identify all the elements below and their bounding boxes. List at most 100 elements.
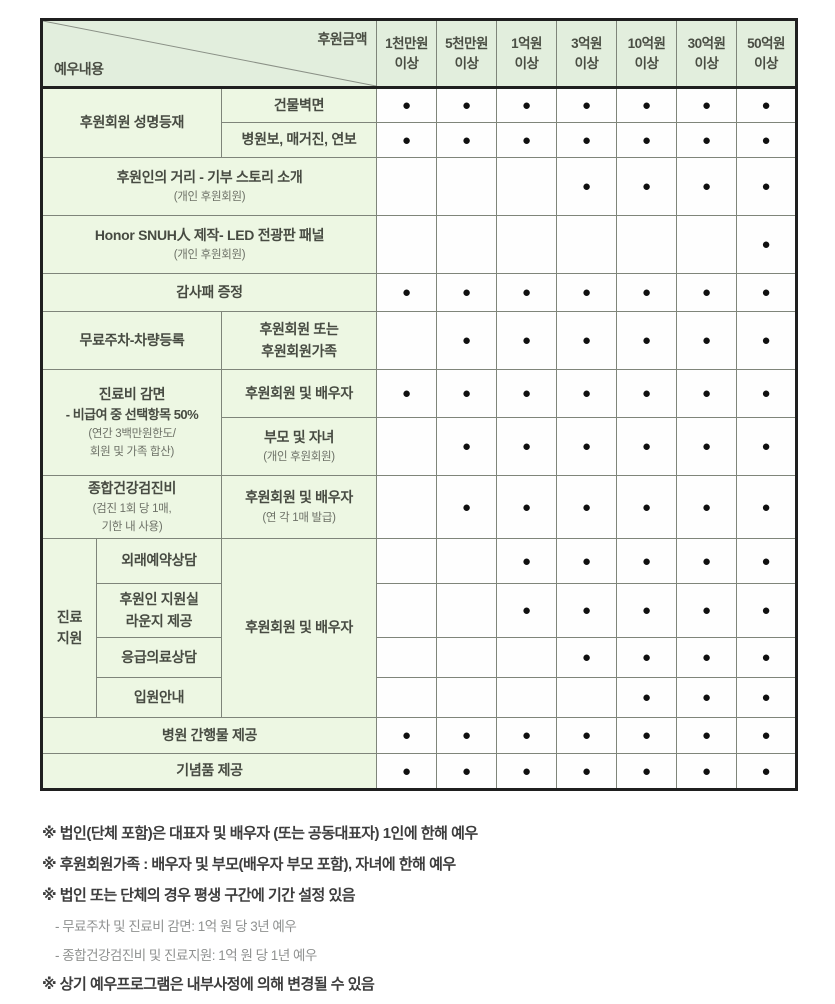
dot-cell: ● bbox=[496, 87, 558, 123]
dot-cell: ● bbox=[616, 677, 678, 719]
row-parking: 무료주차-차량등록 후원회원 또는 후원회원가족 ● ● ● ● ● ● bbox=[41, 311, 798, 370]
dot-cell: ● bbox=[436, 122, 498, 158]
dot-cell: ● bbox=[736, 417, 798, 476]
benefit-label-cell: 감사패 증정 bbox=[40, 273, 378, 312]
dot-cell: ● bbox=[376, 717, 438, 755]
dot-cell: ● bbox=[616, 417, 678, 476]
dot-cell: ● bbox=[496, 273, 558, 312]
row-name-register-media: 병원보, 매거진, 연보 ● ● ● ● ● ● ● bbox=[42, 122, 798, 158]
dot-cell bbox=[496, 637, 558, 679]
benefit-label-cell: 종합건강검진비 (검진 1회 당 1매, 기한 내 사용) bbox=[41, 474, 222, 540]
benefit-sublabel: 응급의료상담 bbox=[121, 648, 197, 665]
dot-cell: ● bbox=[736, 157, 798, 216]
footnote-sub: - 종합건강검진비 및 진료지원: 1억 원 당 1년 예우 bbox=[55, 948, 317, 963]
dot-cell: ● bbox=[676, 474, 738, 540]
dot-cell: ● bbox=[736, 87, 798, 123]
dot-cell: ● bbox=[616, 538, 678, 585]
dot-cell: ● bbox=[736, 637, 798, 679]
footnote-sub: - 무료주차 및 진료비 감면: 1억 원 당 3년 예우 bbox=[55, 919, 297, 934]
dot-cell: ● bbox=[496, 122, 558, 158]
corner-label-benefit-content: 예우내용 bbox=[54, 61, 104, 77]
footnote: ※ 후원회원가족 : 배우자 및 부모(배우자 부모 포함), 자녀에 한해 예… bbox=[42, 856, 456, 873]
dot-cell: ● bbox=[496, 369, 558, 418]
dot-cell: ● bbox=[496, 753, 558, 791]
dot-cell: ● bbox=[736, 273, 798, 312]
dot-cell: ● bbox=[616, 753, 678, 791]
dot-cell: ● bbox=[436, 753, 498, 791]
dot-cell: ● bbox=[556, 538, 618, 585]
dot-cell: ● bbox=[736, 311, 798, 370]
benefits-table-container: 후원금액 예우내용 1천만원 이상 5천만원 이상 1억원 이상 3억원 이상 … bbox=[40, 18, 799, 792]
dot-cell: ● bbox=[376, 122, 438, 158]
dot-cell: ● bbox=[436, 417, 498, 476]
benefit-note: 회원 및 가족 합산) bbox=[89, 446, 175, 459]
benefit-group-label: 진료 지원 bbox=[56, 608, 83, 647]
benefits-table: 후원금액 예우내용 1천만원 이상 5천만원 이상 1억원 이상 3억원 이상 … bbox=[40, 18, 799, 792]
dot-cell bbox=[436, 637, 498, 679]
dot-cell: ● bbox=[676, 157, 738, 216]
benefit-target-cell: 부모 및 자녀 (개인 후원회원) bbox=[220, 417, 378, 476]
dot-cell: ● bbox=[496, 583, 558, 639]
tier-label: 1천만원 이상 bbox=[385, 35, 428, 71]
row-souvenir: 기념품 제공 ● ● ● ● ● ● ● bbox=[40, 753, 798, 791]
row-care-emergency: 응급의료상담 ● ● ● ● bbox=[42, 637, 798, 679]
dot-cell: ● bbox=[556, 583, 618, 639]
dot-cell bbox=[376, 417, 438, 476]
benefit-sublabel-cell: 응급의료상담 bbox=[96, 637, 222, 679]
dot-cell: ● bbox=[736, 717, 798, 755]
dot-cell: ● bbox=[556, 369, 618, 418]
benefit-sublabel: 병원보, 매거진, 연보 bbox=[241, 131, 357, 148]
dot-cell: ● bbox=[496, 474, 558, 540]
benefit-label: 진료비 감면 bbox=[98, 385, 166, 402]
benefit-note: (개인 후원회원) bbox=[173, 249, 246, 262]
dot-cell: ● bbox=[496, 311, 558, 370]
dot-cell: ● bbox=[676, 417, 738, 476]
dot-cell: ● bbox=[676, 538, 738, 585]
dot-cell: ● bbox=[556, 273, 618, 312]
benefit-sublabel: 후원인 지원실 라운지 제공 bbox=[119, 591, 199, 629]
dot-cell: ● bbox=[676, 717, 738, 755]
benefit-note: (연간 3백만원한도/ bbox=[88, 427, 176, 440]
dot-cell: ● bbox=[736, 753, 798, 791]
dot-cell bbox=[436, 583, 498, 639]
benefit-label: 후원회원 성명등재 bbox=[79, 114, 185, 131]
dot-cell: ● bbox=[616, 583, 678, 639]
benefit-target-cell: 후원회원 및 배우자 bbox=[220, 369, 378, 418]
dot-cell: ● bbox=[616, 273, 678, 312]
dot-cell bbox=[436, 538, 498, 585]
benefit-note: (검진 1회 당 1매, bbox=[92, 502, 172, 515]
dot-cell bbox=[376, 215, 438, 274]
dot-cell bbox=[556, 215, 618, 274]
dot-cell: ● bbox=[556, 87, 618, 123]
dot-cell: ● bbox=[376, 87, 438, 123]
dot-cell bbox=[616, 215, 678, 274]
benefit-target-cell: 후원회원 및 배우자 (연 각 1매 발급) bbox=[220, 474, 378, 540]
benefit-label-cell: 무료주차-차량등록 bbox=[41, 311, 222, 370]
tier-header: 3억원 이상 bbox=[556, 19, 618, 89]
benefit-group-cell: 진료 지원 bbox=[41, 538, 97, 719]
dot-cell: ● bbox=[736, 583, 798, 639]
row-care-admission: 입원안내 ● ● ● bbox=[42, 677, 798, 719]
footnote: ※ 상기 예우프로그램은 내부사정에 의해 변경될 수 있음 bbox=[42, 976, 375, 993]
benefit-sublabel-cell: 입원안내 bbox=[96, 677, 222, 719]
benefit-label-cell: 후원회원 성명등재 bbox=[41, 87, 222, 158]
benefit-sublabel-cell: 건물벽면 bbox=[220, 87, 378, 123]
dot-cell: ● bbox=[556, 474, 618, 540]
corner-cell: 후원금액 예우내용 bbox=[40, 19, 378, 89]
dot-cell: ● bbox=[736, 215, 798, 274]
benefit-label: 종합건강검진비 bbox=[87, 480, 177, 496]
dot-cell bbox=[676, 215, 738, 274]
benefit-note: (연 각 1매 발급) bbox=[262, 511, 336, 524]
dot-cell: ● bbox=[676, 637, 738, 679]
dot-cell: ● bbox=[676, 311, 738, 370]
dot-cell: ● bbox=[736, 538, 798, 585]
dot-cell: ● bbox=[376, 273, 438, 312]
tier-label: 5천만원 이상 bbox=[445, 35, 488, 71]
dot-cell bbox=[496, 157, 558, 216]
tier-header: 10억원 이상 bbox=[616, 19, 678, 89]
dot-cell: ● bbox=[376, 369, 438, 418]
tier-label: 50억원 이상 bbox=[747, 35, 785, 71]
dot-cell: ● bbox=[676, 583, 738, 639]
dot-cell: ● bbox=[436, 369, 498, 418]
benefit-label-cell: Honor SNUH人 제작- LED 전광판 패널 (개인 후원회원) bbox=[40, 215, 378, 274]
